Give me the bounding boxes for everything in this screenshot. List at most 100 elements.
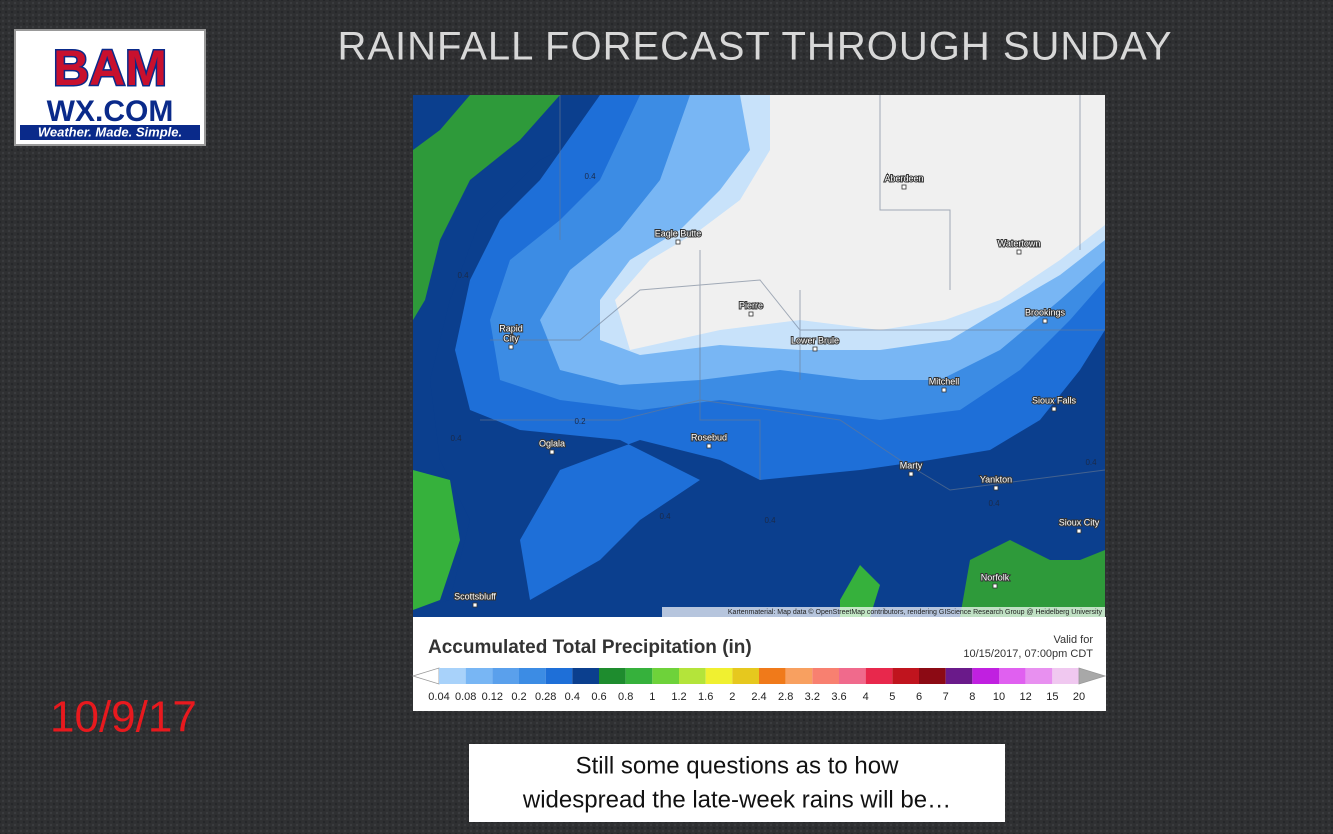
- colorbar-cell: [679, 668, 706, 684]
- colorbar-cell: [865, 668, 893, 684]
- logo-top: BAM: [53, 40, 167, 96]
- city-label: Yankton: [980, 474, 1012, 484]
- colorbar-tick-label: 7: [943, 691, 949, 703]
- cities: Aberdeen Eagle Butte Watertown Pierre Brooki…: [450, 172, 1101, 608]
- caption-line: Still some questions as to how: [576, 752, 899, 779]
- attribution: Kartenmaterial: Map data © OpenStreetMap…: [728, 608, 1103, 616]
- colorbar-tick-label: 0.04: [428, 691, 449, 703]
- city-label: Watertown: [998, 238, 1041, 248]
- date: 10/9/17: [50, 693, 197, 742]
- logo-middle: WX.COM: [47, 95, 174, 128]
- city-marker: [993, 485, 999, 491]
- logo-tagline: Weather. Made. Simple.: [38, 124, 182, 139]
- caption-box: [469, 744, 1005, 822]
- precip-area: [615, 95, 1105, 350]
- colorbar-tick-label: 3.6: [831, 691, 846, 703]
- caption-line: widespread the late-week rains will be…: [522, 786, 951, 813]
- precip-area: [413, 470, 460, 610]
- colorbar-tick-label: 0.2: [511, 691, 526, 703]
- colorbar-tick-label: 0.12: [482, 691, 503, 703]
- colorbar-cell: [892, 668, 919, 684]
- precip-area: [413, 95, 560, 320]
- colorbar-tick-label: 1.6: [698, 691, 713, 703]
- colorbar-tick-label: 10: [993, 691, 1005, 703]
- colorbar-tick-label: 5: [889, 691, 895, 703]
- contour-label: 0.4: [659, 512, 671, 521]
- city-marker: [901, 184, 907, 190]
- colorbar-cell: [999, 668, 1026, 684]
- colorbar-cell: [599, 668, 626, 684]
- colorbar-cell: [572, 668, 599, 684]
- colorbar-tick-label: 1.2: [671, 691, 686, 703]
- attribution-box: [662, 607, 1105, 617]
- city-label: City: [503, 333, 519, 343]
- colorbar-cell: [732, 668, 759, 684]
- city-label: Pierre: [739, 300, 763, 310]
- city-marker: [549, 449, 555, 455]
- legend: Accumulated Total Precipitation (in) Val…: [411, 617, 1107, 711]
- logo: BAM WX.COM Weather. Made. Simple.: [14, 29, 206, 146]
- city-label: Norfolk: [981, 572, 1010, 582]
- logo-band: [20, 125, 200, 140]
- colorbar-tick-label: 6: [916, 691, 922, 703]
- city-label: Eagle Butte: [655, 228, 702, 238]
- contour-label: 0.2: [574, 417, 586, 426]
- contour-label: 0.4: [1085, 458, 1097, 467]
- city-label: Oglala: [539, 438, 565, 448]
- boundaries: [480, 95, 1105, 491]
- valid-time: 10/15/2017, 07:00pm CDT: [963, 648, 1093, 660]
- precip-area: [960, 540, 1105, 617]
- contour-label: 0.4: [584, 172, 596, 181]
- colorbar-tick-label: 0.8: [618, 691, 633, 703]
- city-marker: [472, 602, 478, 608]
- colorbar-tick-label: 2.8: [778, 691, 793, 703]
- city-marker: [1076, 528, 1082, 534]
- city-marker: [941, 387, 947, 393]
- colorbar-tick-label: 0.4: [565, 691, 580, 703]
- city-marker: [812, 346, 818, 352]
- colorbar-cell: [652, 668, 679, 684]
- colorbar-cell: [705, 668, 733, 684]
- colorbar-cell: [945, 668, 973, 684]
- colorbar-cell: [465, 668, 493, 684]
- contour-label: 0.4: [988, 499, 1000, 508]
- valid-label: Valid for: [1053, 634, 1093, 646]
- contour-label: 0.4: [764, 516, 776, 525]
- precip-area: [840, 565, 880, 617]
- city-marker: [1042, 318, 1048, 324]
- city-label: Sioux Falls: [1032, 395, 1077, 405]
- colorbar-tick-label: 20: [1073, 691, 1085, 703]
- city-marker: [675, 239, 681, 245]
- legend-title: Accumulated Total Precipitation (in): [428, 637, 752, 658]
- colorbar-high: [1078, 667, 1107, 685]
- colorbar-tick-label: 2.4: [751, 691, 766, 703]
- map: Kartenmaterial: Map data © OpenStreetMap…: [413, 95, 1105, 617]
- colorbar-cell: [492, 668, 519, 684]
- colorbar-tick-label: 8: [969, 691, 975, 703]
- colorbar-tick-label: 0.6: [591, 691, 606, 703]
- colorbar-cell: [439, 668, 466, 684]
- colorbar-cell: [919, 668, 946, 684]
- legend-panel: [413, 617, 1106, 711]
- colorbar-cell: [812, 668, 839, 684]
- city-marker: [992, 583, 998, 589]
- city-marker: [908, 471, 914, 477]
- city-label: Scottsbluff: [454, 591, 496, 601]
- city-marker: [1051, 406, 1057, 412]
- city-label: Mitchell: [929, 376, 960, 386]
- colorbar-cell: [785, 668, 813, 684]
- city-label: Marty: [900, 460, 923, 470]
- city-marker: [508, 344, 514, 350]
- city-label: Brookings: [1025, 307, 1066, 317]
- colorbar-cell: [1052, 668, 1079, 684]
- city-marker: [1016, 249, 1022, 255]
- colorbar-cell: [545, 668, 573, 684]
- city-label: Rapid: [499, 323, 523, 333]
- colorbar-cell: [839, 668, 866, 684]
- colorbar-tick-label: 2: [729, 691, 735, 703]
- colorbar-cell: [759, 668, 786, 684]
- city-label: Rosebud: [691, 432, 727, 442]
- colorbar-tick-label: 12: [1020, 691, 1032, 703]
